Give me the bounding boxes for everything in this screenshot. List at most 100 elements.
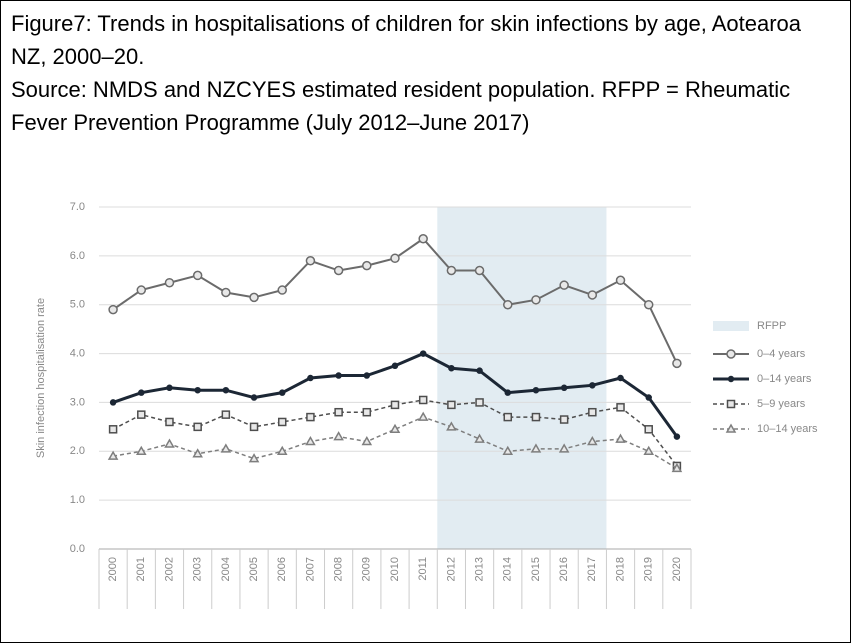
marker xyxy=(503,299,513,310)
x-tick-label: 2018 xyxy=(614,557,626,581)
marker xyxy=(192,448,203,458)
marker xyxy=(672,358,682,369)
marker xyxy=(305,255,316,266)
x-tick-label: 2008 xyxy=(333,557,345,581)
legend-marker xyxy=(726,349,736,359)
y-tick-label: 2.0 xyxy=(70,445,85,457)
marker xyxy=(446,265,457,276)
marker xyxy=(476,367,483,374)
x-tick-label: 2013 xyxy=(473,557,485,581)
x-tick-label: 2000 xyxy=(107,557,119,581)
x-tick-label: 2009 xyxy=(361,557,373,581)
marker xyxy=(417,411,429,421)
marker xyxy=(644,425,653,434)
x-tick-label: 2019 xyxy=(643,557,655,581)
marker xyxy=(192,270,203,281)
marker xyxy=(419,350,427,357)
marker xyxy=(671,462,683,473)
x-tick-label: 2017 xyxy=(586,557,598,581)
x-tick-label: 2005 xyxy=(248,557,260,581)
marker xyxy=(673,433,681,440)
marker xyxy=(589,382,596,389)
marker xyxy=(418,395,428,405)
marker xyxy=(220,443,232,453)
marker xyxy=(164,438,175,448)
x-tick-label: 2015 xyxy=(530,557,542,581)
marker xyxy=(165,417,174,427)
title: Figure7: Trends in hospitalisations of c… xyxy=(11,11,802,69)
marker xyxy=(249,422,259,432)
marker xyxy=(587,290,598,300)
marker xyxy=(277,285,287,295)
legend-label: 0–4 years xyxy=(757,348,806,360)
marker xyxy=(221,287,231,298)
marker xyxy=(108,304,118,315)
x-tick-label: 2011 xyxy=(417,557,429,581)
marker xyxy=(136,285,147,295)
x-tick-label: 2016 xyxy=(558,557,570,581)
x-tick-label: 2014 xyxy=(502,557,514,581)
marker xyxy=(418,234,428,244)
marker xyxy=(447,400,456,410)
marker xyxy=(474,433,485,443)
legend-label: RFPP xyxy=(757,320,786,332)
x-tick-label: 2006 xyxy=(276,557,288,581)
marker xyxy=(559,280,569,290)
marker xyxy=(250,394,258,401)
marker xyxy=(643,299,654,310)
y-tick-label: 1.0 xyxy=(70,494,85,506)
marker xyxy=(530,443,542,453)
marker xyxy=(221,410,231,419)
marker xyxy=(333,265,344,276)
y-axis-label: Skin infection hospitalisation rate xyxy=(35,298,47,458)
y-tick-label: 6.0 xyxy=(70,250,85,262)
marker xyxy=(194,386,201,394)
marker xyxy=(448,364,455,372)
marker xyxy=(277,417,287,427)
x-tick-label: 2003 xyxy=(192,557,204,581)
x-tick-label: 2004 xyxy=(220,557,232,581)
series-line xyxy=(112,416,678,470)
marker xyxy=(643,445,655,456)
marker xyxy=(278,389,286,396)
marker xyxy=(588,407,597,417)
y-tick-label: 7.0 xyxy=(70,201,85,213)
marker xyxy=(164,277,175,288)
marker xyxy=(335,372,342,379)
marker xyxy=(616,403,625,412)
y-tick-label: 0.0 xyxy=(70,543,85,555)
marker xyxy=(109,399,117,406)
marker xyxy=(248,453,260,463)
marker xyxy=(390,253,400,264)
marker xyxy=(135,445,147,456)
marker xyxy=(222,386,230,394)
marker xyxy=(532,386,540,394)
x-tick-label: 2002 xyxy=(163,557,175,581)
marker xyxy=(389,423,401,434)
heading: Figure7: Trends in hospitalisations of c… xyxy=(11,7,831,139)
legend-marker xyxy=(725,423,737,433)
legend-label: 10–14 years xyxy=(757,423,818,435)
marker xyxy=(446,421,457,431)
marker xyxy=(531,412,541,422)
marker xyxy=(474,265,485,276)
x-tick-label: 2020 xyxy=(671,557,683,581)
marker xyxy=(362,407,372,417)
x-tick-label: 2010 xyxy=(389,557,401,581)
legend-label: 5–9 years xyxy=(757,398,806,410)
marker xyxy=(108,425,118,434)
marker xyxy=(503,412,513,422)
marker xyxy=(107,450,119,460)
marker xyxy=(249,292,259,303)
subtitle: Source: NMDS and NZCYES estimated reside… xyxy=(11,77,791,135)
marker xyxy=(333,431,344,441)
marker xyxy=(560,384,568,392)
marker xyxy=(391,362,399,370)
marker xyxy=(334,407,343,417)
marker xyxy=(615,275,626,286)
legend-label: 0–14 years xyxy=(757,373,812,385)
marker xyxy=(361,436,373,446)
marker xyxy=(587,436,598,446)
marker xyxy=(617,374,624,382)
